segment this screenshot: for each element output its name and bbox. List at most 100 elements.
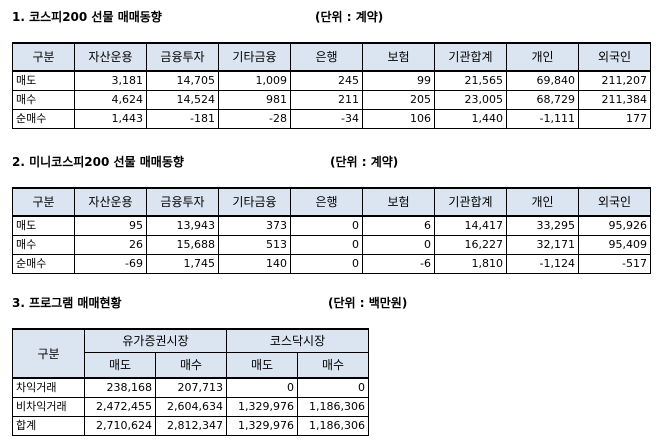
header-sub-buy: 매수 [155,352,227,379]
table-cell: 140 [218,254,291,274]
table-row: 순매수 1,443 -181 -28 -34 106 1,440 -1,111 177 [12,109,651,129]
table-cell: 13,943 [146,215,219,236]
header-gubun: 구분 [12,328,85,379]
column-header: 구분 [12,187,75,217]
section3-body: 차익거래 238,168 207,713 0 0 비차익거래 2,472,455 2,604,… [12,377,370,436]
column-header: 은행 [290,42,363,72]
table-cell: 211 [290,90,363,110]
table-cell: 69,840 [506,70,579,91]
column-header: 자산운용 [74,42,147,72]
table-cell: 1,186,306 [296,416,370,436]
table-cell: -517 [578,254,651,274]
table-cell: 177 [578,109,651,129]
section3-unit: (단위 : 백만원) [328,296,408,310]
row-label: 차익거래 [12,377,85,398]
table-cell: 981 [218,90,291,110]
futures-table-kospi200: 구분 자산운용 금융투자 기타금융 은행 보험 기관합계 개인 외국인 매도 3,181 14,705… [12,42,651,129]
table-cell: 21,565 [434,70,507,91]
table-cell: 0 [296,377,370,398]
table-cell: 26 [74,235,147,255]
program-trading-table: 구분 유가증권시장 코스닥시장 매도 매수 매도 매수 차익거래 238,168 2… [12,328,370,436]
table-cell: -181 [146,109,219,129]
column-header: 금융투자 [146,42,219,72]
column-header: 외국인 [578,42,651,72]
section1-title: 1. 코스피200 선물 매매동향 [12,10,162,24]
table-cell: 1,440 [434,109,507,129]
table-row: 차익거래 238,168 207,713 0 0 [12,377,370,398]
table-cell: 2,710,624 [84,416,156,436]
section3-title: 3. 프로그램 매매현황 [12,296,122,310]
table-cell: 211,384 [578,90,651,110]
table-cell: 33,295 [506,215,579,236]
table-cell: -1,111 [506,109,579,129]
table-cell: 2,604,634 [155,397,227,417]
section2-title: 2. 미니코스피200 선물 매매동향 [12,155,184,169]
table-cell: 2,812,347 [155,416,227,436]
table-cell: 513 [218,235,291,255]
table-cell: 3,181 [74,70,147,91]
table-row: 매도 3,181 14,705 1,009 245 99 21,565 69,840 211,2… [12,70,651,91]
table-cell: 32,171 [506,235,579,255]
row-label: 매수 [12,235,75,255]
table-cell: 68,729 [506,90,579,110]
column-header: 기타금융 [218,187,291,217]
column-header: 보험 [362,187,435,217]
column-header: 구분 [12,42,75,72]
table-cell: 6 [362,215,435,236]
section2-body: 구분 자산운용 금융투자 기타금융 은행 보험 기관합계 개인 외국인 매도 95 13,943 373… [12,187,651,274]
table-row: 매수 4,624 14,524 981 211 205 23,005 68,729 211,38… [12,90,651,110]
table-cell: -34 [290,109,363,129]
table-cell: 95,926 [578,215,651,236]
table-cell: 1,329,976 [226,397,298,417]
row-label: 매도 [12,215,75,236]
table-cell: 95 [74,215,147,236]
table-cell: 1,810 [434,254,507,274]
table-cell: 0 [290,215,363,236]
table-cell: -69 [74,254,147,274]
table-cell: 95,409 [578,235,651,255]
table-row: 순매수 -69 1,745 140 0 -6 1,810 -1,124 -517 [12,254,651,274]
header-group-kospi: 유가증권시장 [84,328,227,353]
row-label: 매도 [12,70,75,91]
table-row: 매수 26 15,688 513 0 0 16,227 32,171 95,409 [12,235,651,255]
table-cell: 99 [362,70,435,91]
column-header: 은행 [290,187,363,217]
table-cell: 0 [290,254,363,274]
futures-table-mini-kospi200: 구분 자산운용 금융투자 기타금융 은행 보험 기관합계 개인 외국인 매도 95 13,943 373… [12,187,651,274]
table-row: 비차익거래 2,472,455 2,604,634 1,329,976 1,186,30… [12,397,370,417]
column-header: 자산운용 [74,187,147,217]
table-cell: 0 [226,377,298,398]
row-label: 합계 [12,416,85,436]
table-cell: 1,329,976 [226,416,298,436]
section1-unit: (단위 : 계약) [315,10,384,24]
table-cell: -28 [218,109,291,129]
column-header: 개인 [506,42,579,72]
table-cell: 0 [290,235,363,255]
column-header: 개인 [506,187,579,217]
table-cell: 15,688 [146,235,219,255]
column-header: 금융투자 [146,187,219,217]
table-cell: 1,745 [146,254,219,274]
table-cell: -1,124 [506,254,579,274]
table-cell: 14,417 [434,215,507,236]
table-cell: 1,186,306 [296,397,370,417]
column-header: 보험 [362,42,435,72]
column-header: 기관합계 [434,42,507,72]
row-label: 순매수 [12,109,75,129]
header-group-kosdaq: 코스닥시장 [225,328,370,353]
table-cell: 1,443 [74,109,147,129]
row-label: 순매수 [12,254,75,274]
table-cell: 0 [362,235,435,255]
header-sub-sell: 매도 [226,352,298,379]
table-cell: 207,713 [155,377,227,398]
column-header: 외국인 [578,187,651,217]
section1-body: 구분 자산운용 금융투자 기타금융 은행 보험 기관합계 개인 외국인 매도 3,181 14,705… [12,42,651,129]
table-cell: 205 [362,90,435,110]
table-cell: 2,472,455 [84,397,156,417]
column-header: 기관합계 [434,187,507,217]
table-row: 매도 95 13,943 373 0 6 14,417 33,295 95,926 [12,215,651,236]
table-cell: 106 [362,109,435,129]
table-cell: 23,005 [434,90,507,110]
table-cell: 245 [290,70,363,91]
section2-unit: (단위 : 계약) [330,155,399,169]
